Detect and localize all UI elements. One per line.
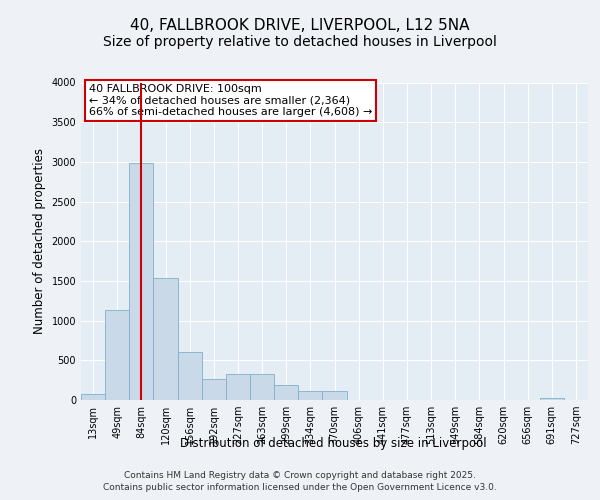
Bar [226,374,250,400]
Bar [178,352,202,400]
Text: Size of property relative to detached houses in Liverpool: Size of property relative to detached ho… [103,35,497,49]
Bar [105,310,129,400]
Text: Contains public sector information licensed under the Open Government Licence v3: Contains public sector information licen… [103,484,497,492]
Text: Contains HM Land Registry data © Crown copyright and database right 2025.: Contains HM Land Registry data © Crown c… [124,471,476,480]
Text: 40, FALLBROOK DRIVE, LIVERPOOL, L12 5NA: 40, FALLBROOK DRIVE, LIVERPOOL, L12 5NA [130,18,470,32]
Bar [81,394,105,400]
Bar [298,392,322,400]
Text: 40 FALLBROOK DRIVE: 100sqm
← 34% of detached houses are smaller (2,364)
66% of s: 40 FALLBROOK DRIVE: 100sqm ← 34% of deta… [89,84,372,117]
Bar [202,380,226,400]
Bar [250,374,274,400]
Bar [274,384,298,400]
Text: Distribution of detached houses by size in Liverpool: Distribution of detached houses by size … [179,438,487,450]
Y-axis label: Number of detached properties: Number of detached properties [33,148,46,334]
Bar [154,278,178,400]
Bar [129,164,154,400]
Bar [540,398,564,400]
Bar [322,392,347,400]
